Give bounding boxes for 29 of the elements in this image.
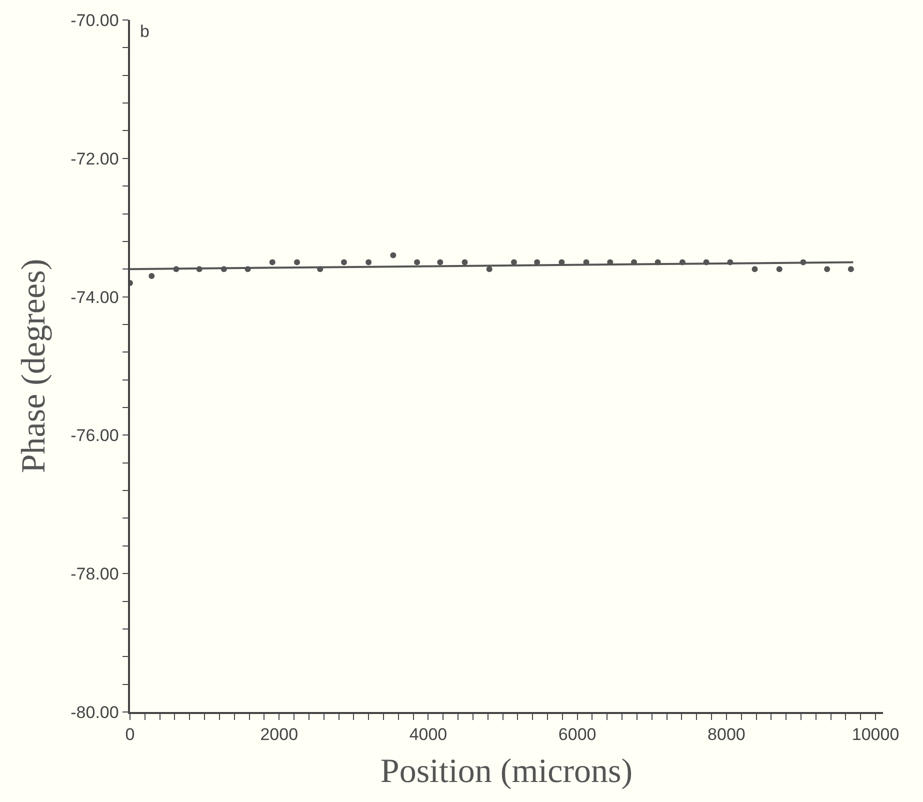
x-tick-label: 2000 xyxy=(260,725,298,744)
point xyxy=(848,266,854,272)
x-tick-label: 4000 xyxy=(409,725,448,744)
point xyxy=(340,259,347,266)
y-tick-label: -70.00 xyxy=(70,10,119,30)
point xyxy=(776,266,782,272)
point xyxy=(269,259,276,266)
point xyxy=(824,266,830,272)
y-axis-title: Phase (degrees) xyxy=(16,258,53,474)
y-tick-label: -72.00 xyxy=(70,149,119,168)
y-tick-label: -78.00 xyxy=(70,564,119,584)
x-tick-label: 6000 xyxy=(558,725,596,744)
x-axis-title: Position (microns) xyxy=(380,752,633,790)
point xyxy=(462,259,468,266)
point xyxy=(390,252,396,258)
point xyxy=(486,266,492,272)
y-tick-label: -80.00 xyxy=(70,702,119,722)
point xyxy=(752,266,758,272)
x-tick-label: 8000 xyxy=(708,725,746,744)
x-tick-label: 10000 xyxy=(852,725,900,744)
point xyxy=(437,259,444,266)
annotation: b xyxy=(140,22,150,41)
point xyxy=(148,273,155,280)
point xyxy=(414,259,420,266)
point xyxy=(294,259,300,266)
y-tick-label: -74.00 xyxy=(70,288,119,307)
point xyxy=(366,259,372,266)
x-tick-label: 0 xyxy=(125,725,135,744)
y-tick-label: -76.00 xyxy=(70,426,119,446)
